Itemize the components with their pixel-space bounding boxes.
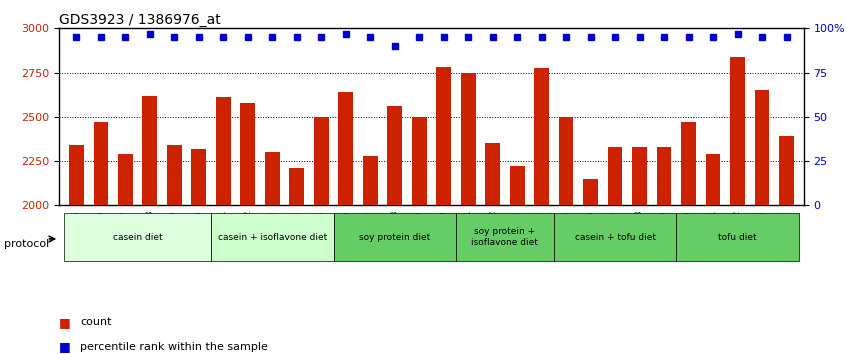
Bar: [216, 97, 231, 205]
Text: ■: ■: [59, 316, 71, 329]
Bar: [461, 73, 475, 205]
Bar: [486, 143, 500, 205]
Text: soy protein +
isoflavone diet: soy protein + isoflavone diet: [471, 228, 538, 247]
Bar: [535, 68, 549, 205]
Bar: [632, 147, 647, 205]
Bar: [656, 147, 672, 205]
FancyBboxPatch shape: [456, 213, 554, 261]
Bar: [583, 179, 598, 205]
Bar: [240, 103, 255, 205]
Bar: [338, 92, 353, 205]
Bar: [69, 145, 84, 205]
Text: protocol: protocol: [4, 239, 49, 249]
Bar: [265, 152, 280, 205]
Bar: [510, 166, 525, 205]
Text: casein diet: casein diet: [113, 233, 162, 242]
Bar: [559, 117, 574, 205]
FancyBboxPatch shape: [554, 213, 676, 261]
Bar: [730, 57, 745, 205]
Bar: [167, 145, 182, 205]
FancyBboxPatch shape: [211, 213, 333, 261]
Bar: [118, 154, 133, 205]
Bar: [289, 168, 304, 205]
Bar: [755, 90, 769, 205]
Bar: [142, 96, 157, 205]
Bar: [387, 106, 402, 205]
Text: casein + tofu diet: casein + tofu diet: [574, 233, 656, 242]
Bar: [706, 154, 721, 205]
Bar: [191, 149, 206, 205]
Text: GDS3923 / 1386976_at: GDS3923 / 1386976_at: [59, 13, 221, 27]
Text: tofu diet: tofu diet: [718, 233, 757, 242]
Text: ■: ■: [59, 341, 71, 353]
Text: soy protein diet: soy protein diet: [359, 233, 431, 242]
FancyBboxPatch shape: [333, 213, 456, 261]
Bar: [437, 67, 451, 205]
Bar: [314, 117, 328, 205]
Bar: [779, 136, 794, 205]
FancyBboxPatch shape: [64, 213, 211, 261]
Text: casein + isoflavone diet: casein + isoflavone diet: [217, 233, 327, 242]
Text: count: count: [80, 317, 112, 327]
FancyBboxPatch shape: [676, 213, 799, 261]
Bar: [363, 156, 377, 205]
Bar: [607, 147, 623, 205]
Text: percentile rank within the sample: percentile rank within the sample: [80, 342, 268, 352]
Bar: [412, 117, 426, 205]
Bar: [94, 122, 108, 205]
Bar: [681, 122, 696, 205]
